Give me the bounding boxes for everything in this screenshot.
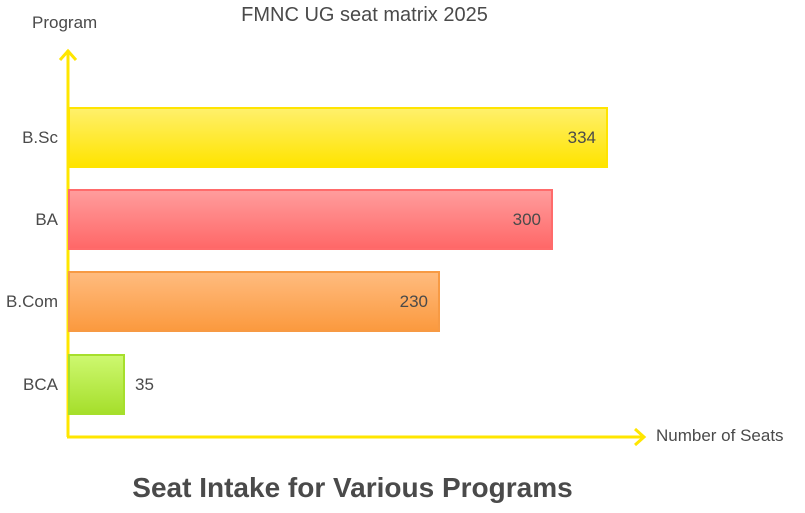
value-label-b-com: 230: [399, 291, 428, 311]
chart-title: FMNC UG seat matrix 2025: [0, 4, 805, 27]
y-axis-label: Program: [32, 13, 98, 32]
value-label-bca: 35: [135, 374, 154, 394]
category-label-bca: BCA: [23, 374, 58, 394]
y-axis-arrow-icon: [58, 48, 78, 61]
category-label-b-com: B.Com: [6, 291, 58, 311]
bar-bca[interactable]: [68, 354, 125, 415]
bar-b-sc[interactable]: [68, 107, 608, 168]
category-label-b-sc: B.Sc: [22, 127, 58, 147]
category-label-ba: BA: [35, 209, 58, 229]
chart-caption: Seat Intake for Various Programs: [132, 472, 573, 503]
value-label-ba: 300: [512, 209, 541, 229]
value-label-b-sc: 334: [567, 127, 596, 147]
x-axis-label: Number of Seats: [656, 426, 784, 445]
x-axis-arrow-icon: [634, 427, 647, 447]
bar-ba[interactable]: [68, 189, 553, 250]
bar-b-com[interactable]: [68, 271, 440, 332]
chart-title-text: FMNC UG seat matrix 2025: [241, 4, 488, 26]
